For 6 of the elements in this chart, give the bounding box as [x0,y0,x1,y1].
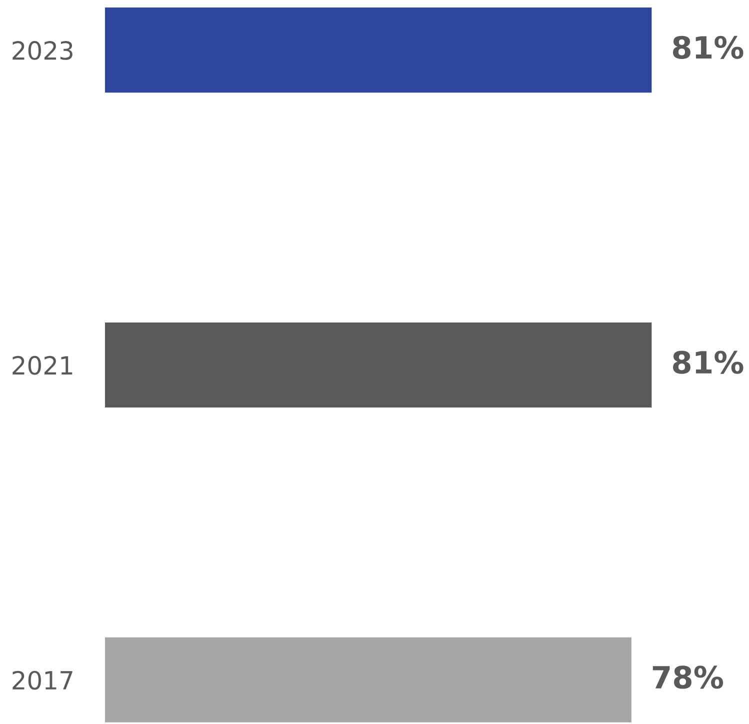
data-label: 78% [652,666,724,689]
data-label: 81% [672,36,744,59]
data-label: 81% [672,350,744,374]
y-tick-label: 2021 [12,356,72,375]
y-tick-label: 2017 [12,670,72,690]
y-tick-label: 2023 [12,41,72,60]
